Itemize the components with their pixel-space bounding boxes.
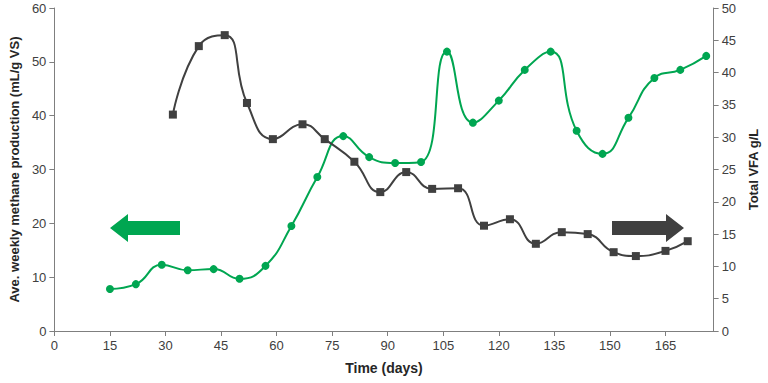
svg-text:45: 45	[214, 338, 228, 353]
svg-text:10: 10	[722, 259, 736, 274]
svg-text:90: 90	[380, 338, 394, 353]
svg-text:40: 40	[32, 108, 46, 123]
svg-text:Total VFA g/L: Total VFA g/L	[746, 129, 761, 211]
svg-text:60: 60	[269, 338, 283, 353]
svg-text:40: 40	[722, 65, 736, 80]
svg-text:5: 5	[722, 291, 729, 306]
svg-text:50: 50	[722, 1, 736, 16]
svg-text:50: 50	[32, 54, 46, 69]
svg-text:30: 30	[722, 130, 736, 145]
svg-text:10: 10	[32, 270, 46, 285]
svg-text:60: 60	[32, 1, 46, 16]
svg-text:Ave. weekly methane production: Ave. weekly methane production (mL/g VS)	[7, 36, 22, 302]
svg-text:45: 45	[722, 33, 736, 48]
svg-text:150: 150	[599, 338, 621, 353]
svg-text:0: 0	[722, 324, 729, 339]
svg-text:105: 105	[432, 338, 454, 353]
svg-text:25: 25	[722, 162, 736, 177]
svg-text:165: 165	[655, 338, 677, 353]
svg-text:Time (days): Time (days)	[345, 360, 423, 376]
svg-text:0: 0	[39, 324, 46, 339]
svg-text:120: 120	[488, 338, 510, 353]
svg-text:15: 15	[103, 338, 117, 353]
svg-text:20: 20	[32, 216, 46, 231]
svg-text:30: 30	[158, 338, 172, 353]
svg-text:135: 135	[544, 338, 566, 353]
svg-text:0: 0	[51, 338, 58, 353]
svg-text:35: 35	[722, 97, 736, 112]
svg-text:30: 30	[32, 162, 46, 177]
svg-text:20: 20	[722, 194, 736, 209]
svg-text:15: 15	[722, 227, 736, 242]
svg-text:75: 75	[325, 338, 339, 353]
